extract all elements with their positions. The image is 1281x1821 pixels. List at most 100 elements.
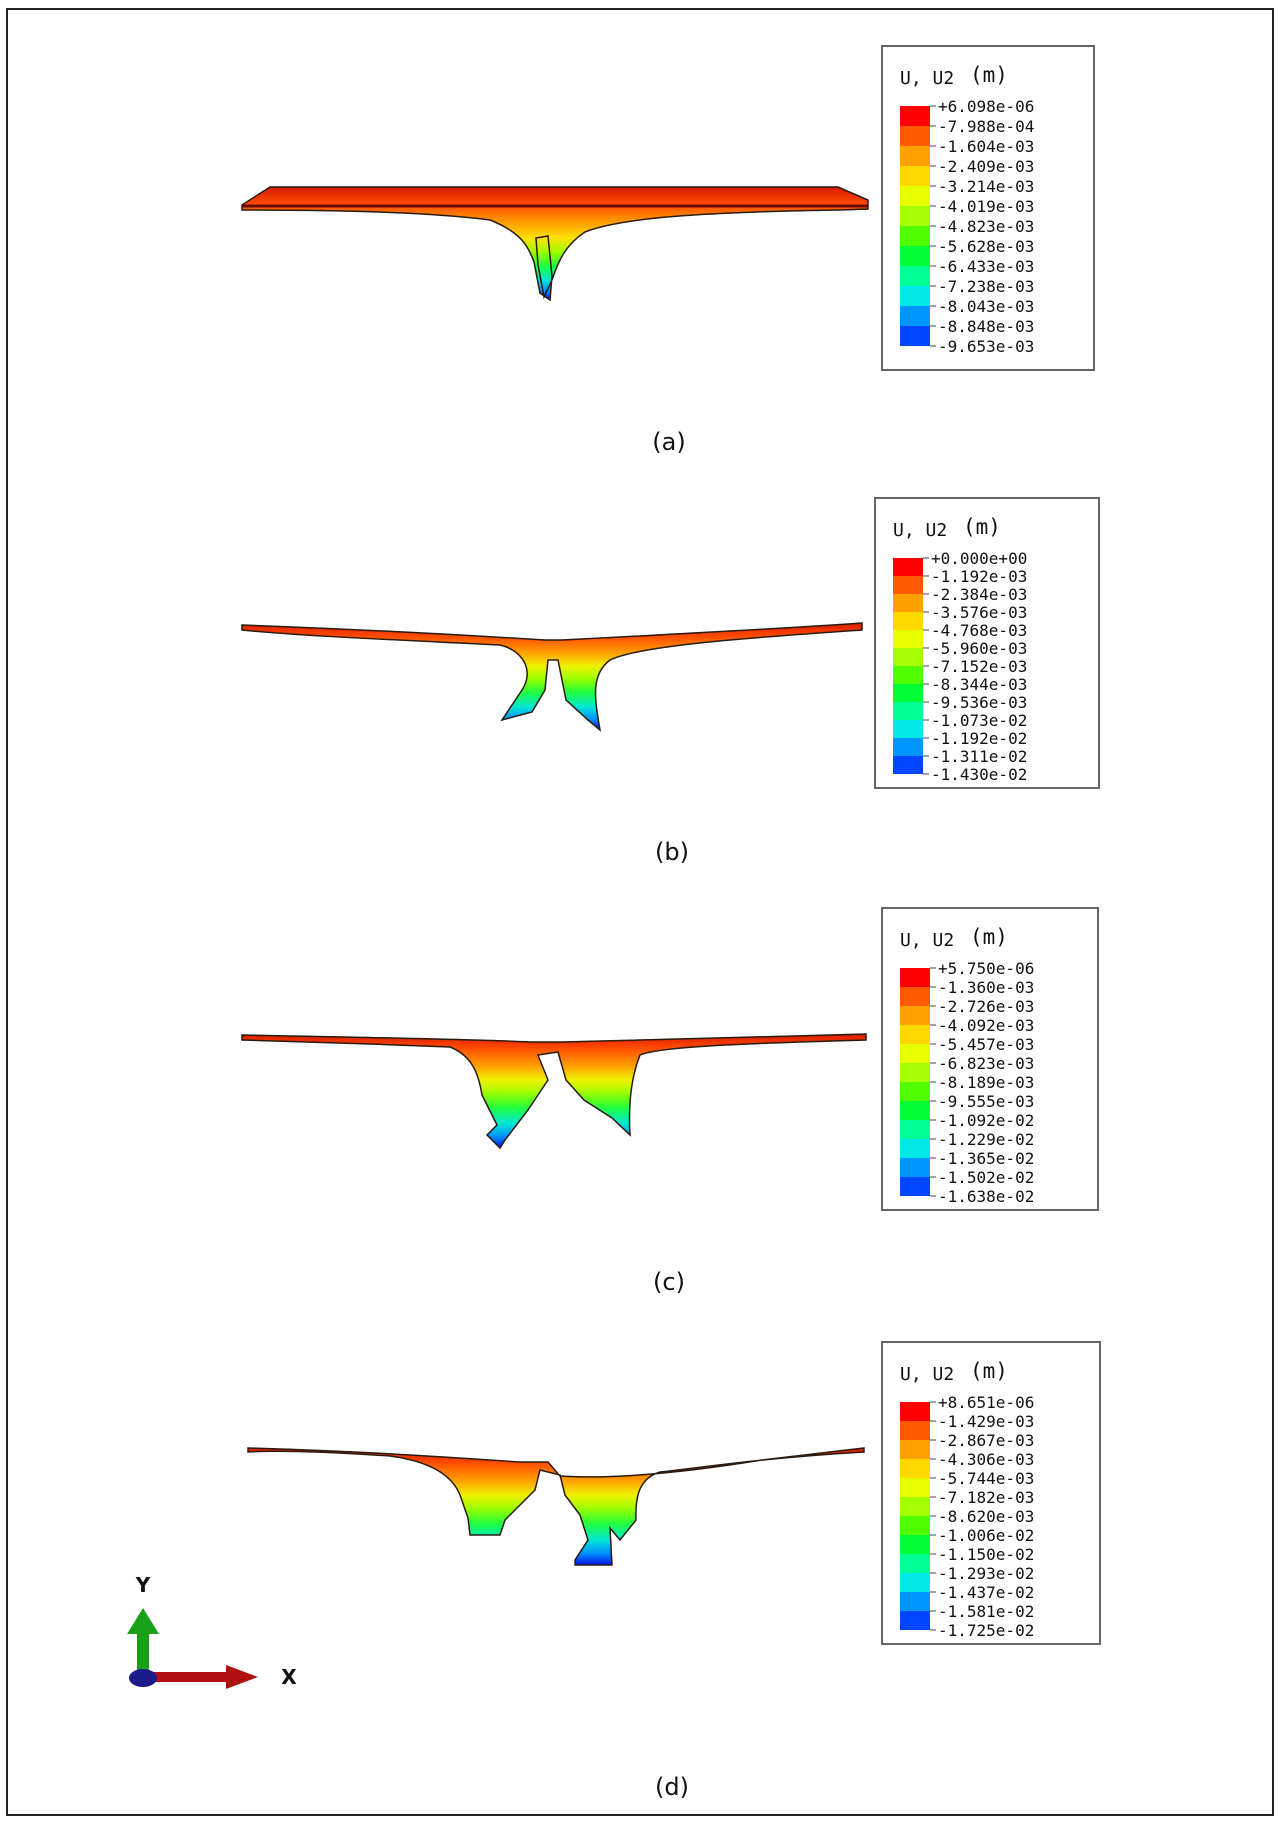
colorbar-swatch — [900, 306, 930, 326]
colorbar-swatch — [900, 126, 930, 146]
legend-level-label: -1.581e-02 — [938, 1602, 1034, 1621]
legend-level-label: -6.433e-03 — [938, 257, 1034, 276]
legend-level-label: -2.384e-03 — [931, 585, 1027, 604]
legend-c: U, U2 (m) +5.750e-06-1.360e-03-2.726e-03-4… — [881, 907, 1099, 1211]
colorbar-swatch — [900, 1440, 930, 1459]
colorbar-swatch — [893, 576, 923, 594]
colorbar-swatch — [900, 326, 930, 346]
legend-level-label: -4.823e-03 — [938, 217, 1034, 236]
legend-level-label: -1.365e-02 — [938, 1149, 1034, 1168]
legend-level-label: -4.092e-03 — [938, 1016, 1034, 1035]
colorbar-swatch — [900, 106, 930, 126]
colorbar-swatch — [893, 558, 923, 576]
triad-y-label: Y — [135, 1573, 151, 1597]
colorbar-swatch — [900, 1120, 930, 1139]
colorbar-swatch — [893, 630, 923, 648]
legend-unit: (m) — [970, 63, 1008, 87]
legend-level-label: -1.502e-02 — [938, 1168, 1034, 1187]
colorbar-swatch — [900, 206, 930, 226]
legend-level-label: -1.360e-03 — [938, 978, 1034, 997]
colorbar-swatch — [900, 1421, 930, 1440]
colorbar-swatch — [900, 1044, 930, 1063]
legend-title: U, U2 — [893, 520, 947, 541]
colorbar-swatch — [900, 1177, 930, 1196]
colorbar-swatch — [900, 1554, 930, 1573]
colorbar-swatch — [900, 1573, 930, 1592]
colorbar-swatch — [893, 684, 923, 702]
legend-level-label: -7.182e-03 — [938, 1488, 1034, 1507]
colorbar-swatch — [893, 594, 923, 612]
legend-a: U, U2 (m) +6.098e-06-7.988e-04-1.604e-03-2… — [881, 45, 1095, 371]
legend-level-label: +5.750e-06 — [938, 959, 1034, 978]
legend-level-label: -1.293e-02 — [938, 1564, 1034, 1583]
legend-level-label: -8.848e-03 — [938, 317, 1034, 336]
caption-b: (b) — [655, 838, 689, 866]
legend-level-label: -9.555e-03 — [938, 1092, 1034, 1111]
legend-level-label: -8.189e-03 — [938, 1073, 1034, 1092]
triad-origin — [129, 1669, 157, 1687]
legend-unit: (m) — [963, 515, 1001, 539]
legend-level-label: -1.604e-03 — [938, 137, 1034, 156]
legend-level-label: -4.306e-03 — [938, 1450, 1034, 1469]
colorbar-swatch — [900, 1101, 930, 1120]
legend-b: U, U2 (m) +0.000e+00-1.192e-03-2.384e-03-3… — [874, 497, 1100, 789]
legend-level-label: -9.536e-03 — [931, 693, 1027, 712]
legend-level-label: -1.429e-03 — [938, 1412, 1034, 1431]
triad-x-arrow — [150, 1672, 228, 1682]
colorbar-swatch — [893, 702, 923, 720]
colorbar-swatch — [900, 987, 930, 1006]
legend-level-label: -1.073e-02 — [931, 711, 1027, 730]
colorbar-swatch — [900, 1459, 930, 1478]
triad-x-label: X — [281, 1665, 297, 1689]
panel-d-model — [247, 1447, 865, 1566]
legend-level-label: -2.409e-03 — [938, 157, 1034, 176]
legend-level-label: -1.192e-02 — [931, 729, 1027, 748]
colorbar-swatch — [900, 266, 930, 286]
legend-level-label: +0.000e+00 — [931, 549, 1027, 568]
legend-level-label: -3.214e-03 — [938, 177, 1034, 196]
legend-level-label: -5.960e-03 — [931, 639, 1027, 658]
legend-level-label: -8.620e-03 — [938, 1507, 1034, 1526]
caption-a: (a) — [652, 428, 685, 456]
legend-title: U, U2 — [900, 930, 954, 951]
legend-level-label: -9.653e-03 — [938, 337, 1034, 356]
legend-level-label: -7.988e-04 — [938, 117, 1034, 136]
colorbar-swatch — [900, 968, 930, 987]
colorbar-swatch — [900, 1158, 930, 1177]
axis-triad: Y X — [127, 1573, 297, 1689]
triad-y-arrowhead — [127, 1608, 159, 1634]
legend-level-label: -1.725e-02 — [938, 1621, 1034, 1640]
legend-level-label: -2.867e-03 — [938, 1431, 1034, 1450]
colorbar-swatch — [900, 186, 930, 206]
legend-level-label: -4.768e-03 — [931, 621, 1027, 640]
legend-level-label: -1.229e-02 — [938, 1130, 1034, 1149]
legend-title: U, U2 — [900, 1364, 954, 1385]
colorbar-swatch — [893, 648, 923, 666]
caption-c: (c) — [653, 1268, 685, 1296]
legend-level-label: -1.150e-02 — [938, 1545, 1034, 1564]
triad-x-arrowhead — [226, 1665, 258, 1689]
legend-d: U, U2 (m) +8.651e-06-1.429e-03-2.867e-03-4… — [881, 1341, 1101, 1645]
legend-level-label: -1.092e-02 — [938, 1111, 1034, 1130]
legend-level-label: -1.192e-03 — [931, 567, 1027, 586]
colorbar-swatch — [900, 1006, 930, 1025]
colorbar-swatch — [893, 720, 923, 738]
colorbar-swatch — [893, 738, 923, 756]
legend-level-label: -1.430e-02 — [931, 765, 1027, 784]
legend-unit: (m) — [970, 1359, 1008, 1383]
triad-y-arrow — [137, 1632, 149, 1678]
colorbar-swatch — [900, 1082, 930, 1101]
panel-a-model — [241, 186, 869, 302]
colorbar-swatch — [900, 1611, 930, 1630]
legend-level-label: +8.651e-06 — [938, 1393, 1034, 1412]
legend-level-label: -4.019e-03 — [938, 197, 1034, 216]
figure-frame — [6, 8, 1274, 1816]
colorbar-swatch — [900, 1516, 930, 1535]
legend-level-label: -2.726e-03 — [938, 997, 1034, 1016]
legend-level-label: -8.344e-03 — [931, 675, 1027, 694]
colorbar-swatch — [900, 166, 930, 186]
colorbar-swatch — [900, 1535, 930, 1554]
caption-d: (d) — [655, 1773, 689, 1801]
colorbar-swatch — [900, 1025, 930, 1044]
